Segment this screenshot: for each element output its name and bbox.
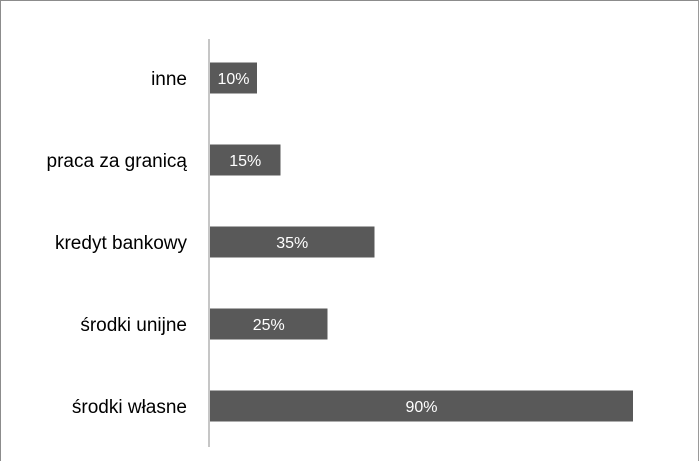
category-label-2: kredyt bankowy — [55, 233, 188, 254]
bar-4 — [210, 390, 633, 422]
bar-0 — [210, 62, 257, 94]
category-labels-group: inne praca za granicą kredyt bankowy środki… — [47, 69, 188, 418]
bar-3 — [210, 308, 328, 340]
category-label-4: środki własne — [72, 397, 187, 418]
category-label-1: praca za granicą — [47, 151, 188, 172]
bar-2 — [210, 226, 375, 258]
data-label-3: 25% — [253, 317, 285, 334]
bars-group: 10% 15% 35% 25% 90% — [210, 62, 633, 422]
category-label-0: inne — [151, 69, 187, 90]
data-label-2: 35% — [276, 235, 308, 252]
data-label-4: 90% — [405, 399, 437, 416]
data-label-0: 10% — [217, 71, 249, 88]
bar-1 — [210, 144, 281, 176]
category-label-3: środki unijne — [80, 315, 187, 336]
data-label-1: 15% — [229, 153, 261, 170]
